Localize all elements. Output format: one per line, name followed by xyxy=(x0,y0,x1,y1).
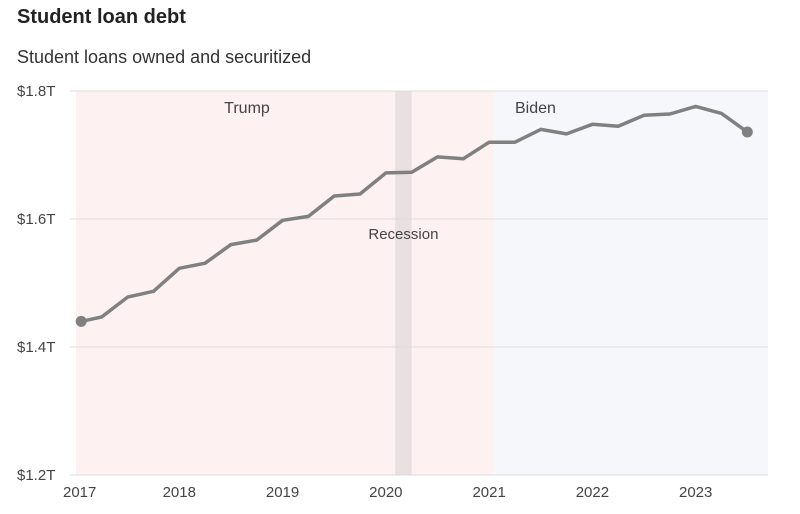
trump-label: Trump xyxy=(224,100,270,117)
y-tick-label: $1.2T xyxy=(17,467,55,484)
shaded-regions xyxy=(76,91,768,475)
chart-title: Student loan debt xyxy=(17,6,186,28)
x-tick-label: 2023 xyxy=(679,484,712,501)
biden-label: Biden xyxy=(515,100,556,117)
y-axis: $1.8T $1.6T $1.4T $1.2T xyxy=(17,83,55,484)
x-tick-label: 2021 xyxy=(472,484,505,501)
y-tick-label: $1.8T xyxy=(17,83,55,100)
start-point-marker xyxy=(75,315,87,327)
recession-band xyxy=(395,91,412,475)
x-axis: 2017 2018 2019 2020 2021 2022 2023 xyxy=(63,484,712,501)
series-group xyxy=(75,104,753,327)
chart-subtitle: Student loans owned and securitized xyxy=(17,47,312,67)
x-tick-label: 2020 xyxy=(369,484,402,501)
x-tick-label: 2018 xyxy=(163,484,196,501)
end-point-marker xyxy=(741,126,753,138)
region-labels: Trump Biden Recession xyxy=(224,100,556,243)
recession-label: Recession xyxy=(368,226,438,243)
y-tick-label: $1.4T xyxy=(17,339,55,356)
gridlines xyxy=(70,90,768,476)
y-tick-label: $1.6T xyxy=(17,211,55,228)
trump-band xyxy=(76,91,494,475)
x-tick-label: 2019 xyxy=(266,484,299,501)
x-tick-label: 2022 xyxy=(576,484,609,501)
series-line xyxy=(79,104,750,324)
biden-band xyxy=(493,91,768,475)
x-tick-label: 2017 xyxy=(63,484,96,501)
